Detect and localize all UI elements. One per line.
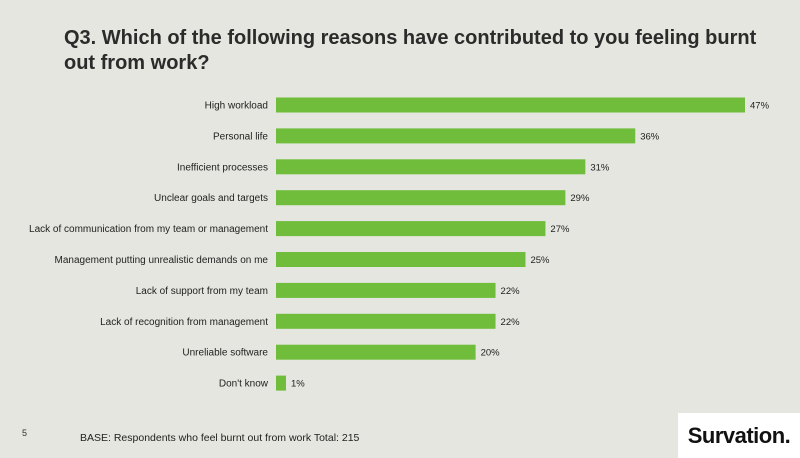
category-label: Lack of support from my team bbox=[136, 286, 268, 297]
base-note: BASE: Respondents who feel burnt out fro… bbox=[80, 432, 360, 444]
value-label: 47% bbox=[750, 101, 770, 112]
category-label: Inefficient processes bbox=[177, 162, 268, 173]
value-label: 31% bbox=[590, 162, 610, 173]
bar bbox=[276, 159, 586, 175]
chart-title: Q3. Which of the following reasons have … bbox=[64, 27, 757, 74]
bar bbox=[276, 282, 496, 298]
page-number: 5 bbox=[22, 428, 28, 438]
bar bbox=[276, 221, 546, 237]
bar bbox=[276, 313, 496, 329]
category-label: High workload bbox=[205, 101, 268, 112]
value-label: 36% bbox=[640, 131, 660, 142]
survation-logo: Survation. bbox=[678, 413, 800, 458]
brand-wordmark: Survation. bbox=[687, 422, 791, 448]
value-label: 20% bbox=[481, 348, 501, 359]
value-label: 27% bbox=[550, 224, 570, 235]
category-label: Don't know bbox=[219, 379, 269, 390]
bar bbox=[276, 128, 636, 144]
category-label: Management putting unrealistic demands o… bbox=[55, 255, 269, 266]
value-label: 25% bbox=[530, 255, 550, 266]
category-label: Lack of communication from my team or ma… bbox=[29, 224, 268, 235]
category-label: Lack of recognition from management bbox=[100, 317, 268, 328]
category-label: Unreliable software bbox=[182, 348, 268, 359]
value-label: 22% bbox=[501, 286, 521, 297]
category-label: Unclear goals and targets bbox=[154, 193, 268, 204]
bar bbox=[276, 375, 286, 391]
value-label: 22% bbox=[501, 317, 521, 328]
bar bbox=[276, 252, 526, 267]
bar bbox=[276, 190, 566, 206]
value-label: 29% bbox=[570, 193, 590, 204]
category-label: Personal life bbox=[213, 131, 268, 142]
bar bbox=[276, 344, 476, 360]
value-label: 1% bbox=[291, 379, 305, 390]
bar bbox=[276, 97, 745, 113]
